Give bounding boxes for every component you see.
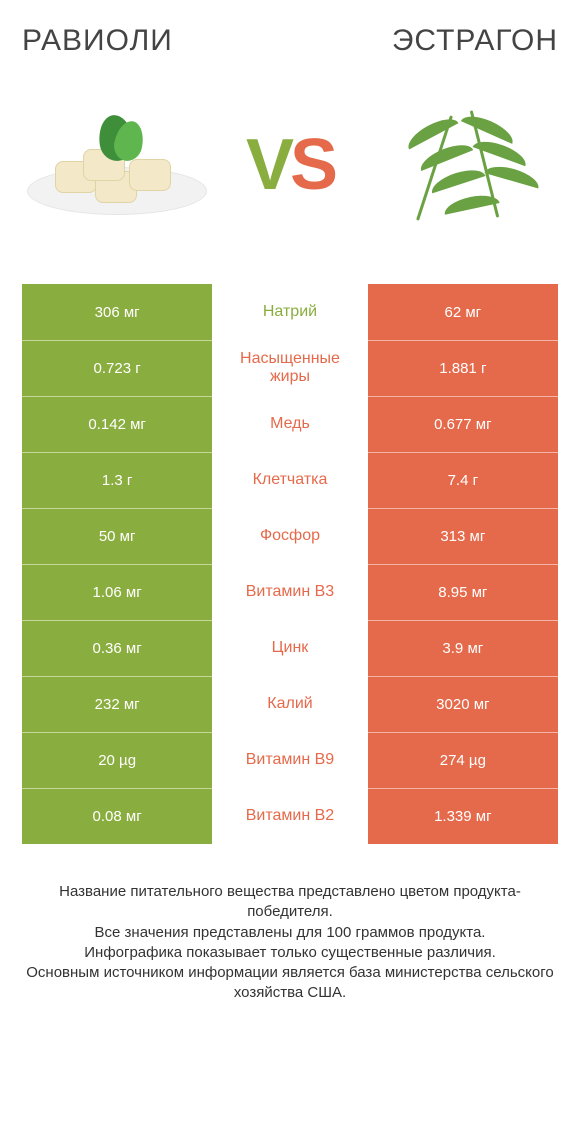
left-value-cell: 306 мг [22,284,212,340]
table-row: 306 мгНатрий62 мг [22,284,558,340]
left-value-cell: 1.3 г [22,452,212,508]
table-row: 1.06 мгВитамин B38.95 мг [22,564,558,620]
table-row: 0.36 мгЦинк3.9 мг [22,620,558,676]
ravioli-illustration [27,115,207,215]
left-value-cell: 0.723 г [22,340,212,396]
footer-line-3: Инфографика показывает только существенн… [26,943,554,963]
nutrient-label: Насыщенные жиры [212,340,367,396]
table-row: 0.142 мгМедь0.677 мг [22,396,558,452]
right-value-cell: 0.677 мг [368,396,558,452]
images-row: VS [22,90,558,240]
table-row: 20 µgВитамин B9274 µg [22,732,558,788]
table-row: 1.3 гКлетчатка7.4 г [22,452,558,508]
nutrient-label: Медь [212,396,367,452]
right-value-cell: 1.339 мг [368,788,558,844]
table-row: 232 мгКалий3020 мг [22,676,558,732]
left-value-cell: 232 мг [22,676,212,732]
footer-line-2: Все значения представлены для 100 граммо… [26,923,554,943]
tarragon-illustration [373,105,553,225]
table-row: 0.08 мгВитамин B21.339 мг [22,788,558,844]
nutrient-label: Натрий [212,284,367,340]
nutrient-label: Калий [212,676,367,732]
nutrient-label: Витамин B9 [212,732,367,788]
left-value-cell: 20 µg [22,732,212,788]
titles-row: РАВИОЛИ ЭСТРАГОН [22,24,558,58]
right-value-cell: 313 мг [368,508,558,564]
right-food-image [368,100,558,230]
right-value-cell: 274 µg [368,732,558,788]
right-value-cell: 3.9 мг [368,620,558,676]
nutrient-label: Витамин B3 [212,564,367,620]
right-value-cell: 8.95 мг [368,564,558,620]
nutrient-label: Фосфор [212,508,367,564]
nutrient-label: Клетчатка [212,452,367,508]
left-value-cell: 0.08 мг [22,788,212,844]
left-value-cell: 0.142 мг [22,396,212,452]
nutrient-label: Цинк [212,620,367,676]
left-title: РАВИОЛИ [22,24,173,58]
nutrient-label: Витамин B2 [212,788,367,844]
table-row: 50 мгФосфор313 мг [22,508,558,564]
vs-label: VS [246,129,334,201]
right-value-cell: 1.881 г [368,340,558,396]
left-food-image [22,100,212,230]
right-value-cell: 3020 мг [368,676,558,732]
vs-v: V [246,125,290,205]
left-value-cell: 50 мг [22,508,212,564]
right-title: ЭСТРАГОН [392,24,558,58]
left-value-cell: 1.06 мг [22,564,212,620]
right-value-cell: 62 мг [368,284,558,340]
table-row: 0.723 гНасыщенные жиры1.881 г [22,340,558,396]
footer-line-4: Основным источником информации является … [26,963,554,1004]
left-value-cell: 0.36 мг [22,620,212,676]
footer-line-1: Название питательного вещества представл… [26,882,554,923]
footer-notes: Название питательного вещества представл… [22,882,558,1004]
vs-s: S [290,125,334,205]
right-value-cell: 7.4 г [368,452,558,508]
comparison-table: 306 мгНатрий62 мг0.723 гНасыщенные жиры1… [22,284,558,844]
